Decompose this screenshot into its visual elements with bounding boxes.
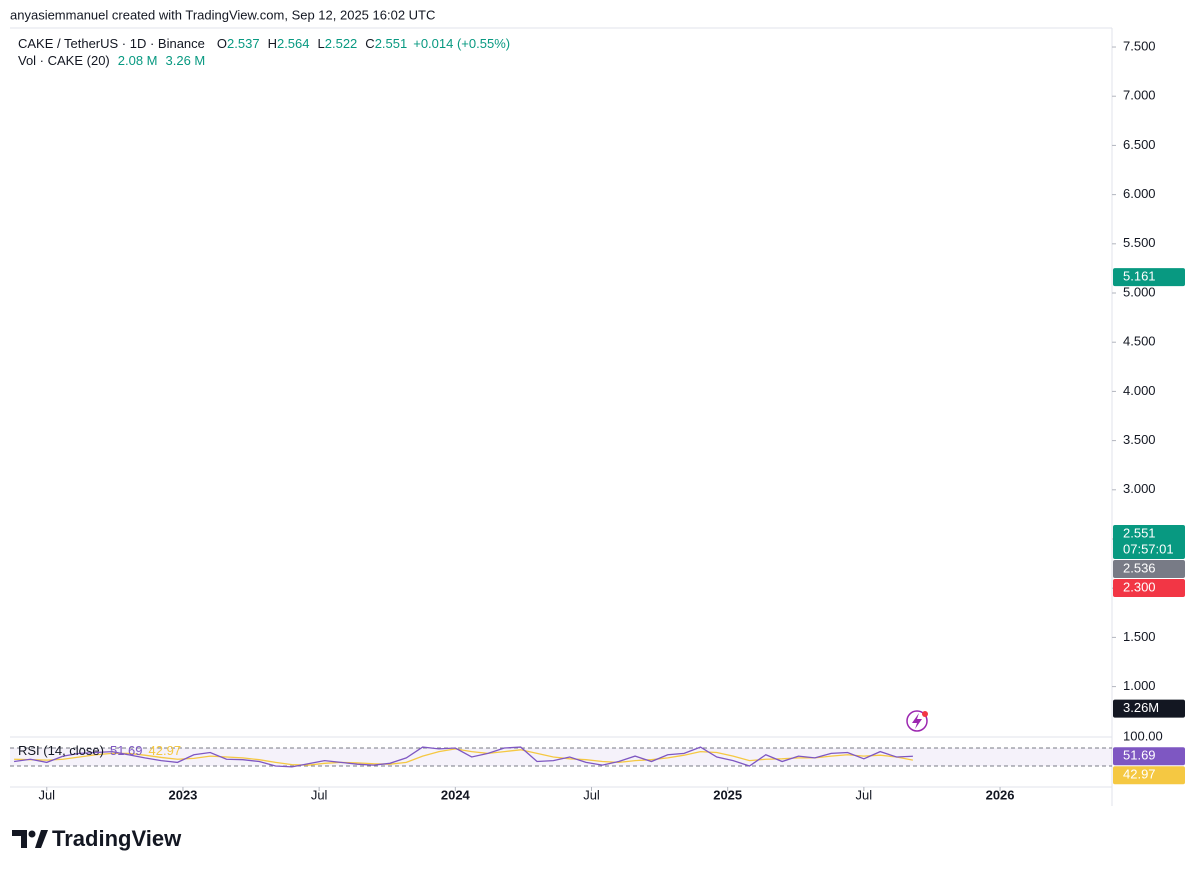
x-tick-label: 2024 bbox=[441, 787, 471, 802]
ohlc-value: 2.564 bbox=[277, 36, 310, 51]
rsi-ma-line bbox=[14, 748, 914, 766]
x-tick-label: 2025 bbox=[713, 787, 742, 802]
symbol-legend: CAKE / TetherUS · 1D · Binance O2.537 H2.5… bbox=[18, 36, 510, 51]
rsi-line bbox=[13, 746, 913, 768]
price-label-box bbox=[1113, 524, 1185, 559]
y-tick-label: 5.000 bbox=[1123, 284, 1156, 299]
y-tick-label: 1.500 bbox=[1123, 629, 1156, 644]
price-label: 2.300 bbox=[1123, 579, 1156, 594]
ohlc-value: 2.551 bbox=[375, 36, 408, 51]
y-tick-label: 6.500 bbox=[1123, 137, 1156, 152]
y-tick-label: 4.500 bbox=[1123, 334, 1156, 349]
price-label-box bbox=[1113, 559, 1185, 578]
y-tick-label: 7.500 bbox=[1123, 38, 1156, 53]
axes: 1.0001.5002.0002.5003.0003.5004.0004.500… bbox=[38, 38, 1185, 802]
y-tick-label: 6.000 bbox=[1123, 186, 1156, 201]
y-tick-label: 1.000 bbox=[1123, 678, 1156, 693]
x-tick-label: Jul bbox=[311, 787, 328, 802]
rsi-label-box bbox=[1113, 747, 1185, 766]
volume-ma-label-box bbox=[1113, 699, 1185, 718]
y-tick-label: 3.500 bbox=[1123, 432, 1156, 447]
rsi-label: 51.69 bbox=[1123, 748, 1156, 763]
y-tick-label: 7.000 bbox=[1123, 88, 1156, 103]
price-label: 2.551 bbox=[1123, 525, 1156, 540]
rsi-ma-value: 42.97 bbox=[149, 743, 182, 758]
volume-value: 2.08 M bbox=[118, 53, 158, 68]
ohlc-value: 2.537 bbox=[227, 36, 260, 51]
rsi-ma-label: 42.97 bbox=[1123, 767, 1156, 782]
legend: CAKE / TetherUS · 1D · Binance O2.537 H2.5… bbox=[18, 36, 510, 758]
symbol-title: CAKE / TetherUS · 1D · Binance bbox=[18, 36, 205, 51]
volume-ma-label: 3.26M bbox=[1123, 700, 1159, 715]
logo[interactable]: TradingView bbox=[12, 826, 182, 851]
rsi-pane bbox=[10, 746, 1112, 768]
rsi-ma-label-box bbox=[1113, 766, 1185, 785]
volume-legend: Vol · CAKE (20) 2.08 M 3.26 M bbox=[18, 53, 205, 68]
rsi-legend: RSI (14, close) 51.69 42.97 bbox=[18, 743, 181, 758]
rsi-value: 51.69 bbox=[110, 743, 143, 758]
volume-title: Vol · CAKE (20) bbox=[18, 53, 110, 68]
alert-icon[interactable] bbox=[906, 710, 928, 732]
logo-text[interactable]: TradingView bbox=[52, 826, 182, 851]
price-label-box bbox=[1113, 268, 1185, 287]
y-tick-label: 5.500 bbox=[1123, 235, 1156, 250]
price-label-sub: 07:57:01 bbox=[1123, 541, 1174, 556]
y-tick-label: 4.000 bbox=[1123, 383, 1156, 398]
x-tick-label: Jul bbox=[583, 787, 600, 802]
x-tick-label: Jul bbox=[856, 787, 873, 802]
change: +0.014 (+0.55%) bbox=[413, 36, 510, 51]
volume-value: 3.26 M bbox=[166, 53, 206, 68]
price-label: 2.536 bbox=[1123, 560, 1156, 575]
x-tick-label: 2023 bbox=[168, 787, 197, 802]
ohlc-key: H bbox=[268, 36, 277, 51]
y-tick-label: 3.000 bbox=[1123, 481, 1156, 496]
ohlc-key: L bbox=[318, 36, 325, 51]
x-tick-label: 2026 bbox=[986, 787, 1015, 802]
ohlc-key: C bbox=[365, 36, 374, 51]
credit: anyasiemmanuel created with TradingView.… bbox=[10, 7, 435, 22]
ohlc-key: O bbox=[217, 36, 227, 51]
rsi-top-label: 100.00 bbox=[1123, 728, 1163, 743]
rsi-title: RSI (14, close) bbox=[18, 743, 104, 758]
price-label: 5.161 bbox=[1123, 269, 1156, 284]
x-tick-label: Jul bbox=[38, 787, 55, 802]
ohlc-value: 2.522 bbox=[325, 36, 358, 51]
price-label-box bbox=[1113, 578, 1185, 597]
